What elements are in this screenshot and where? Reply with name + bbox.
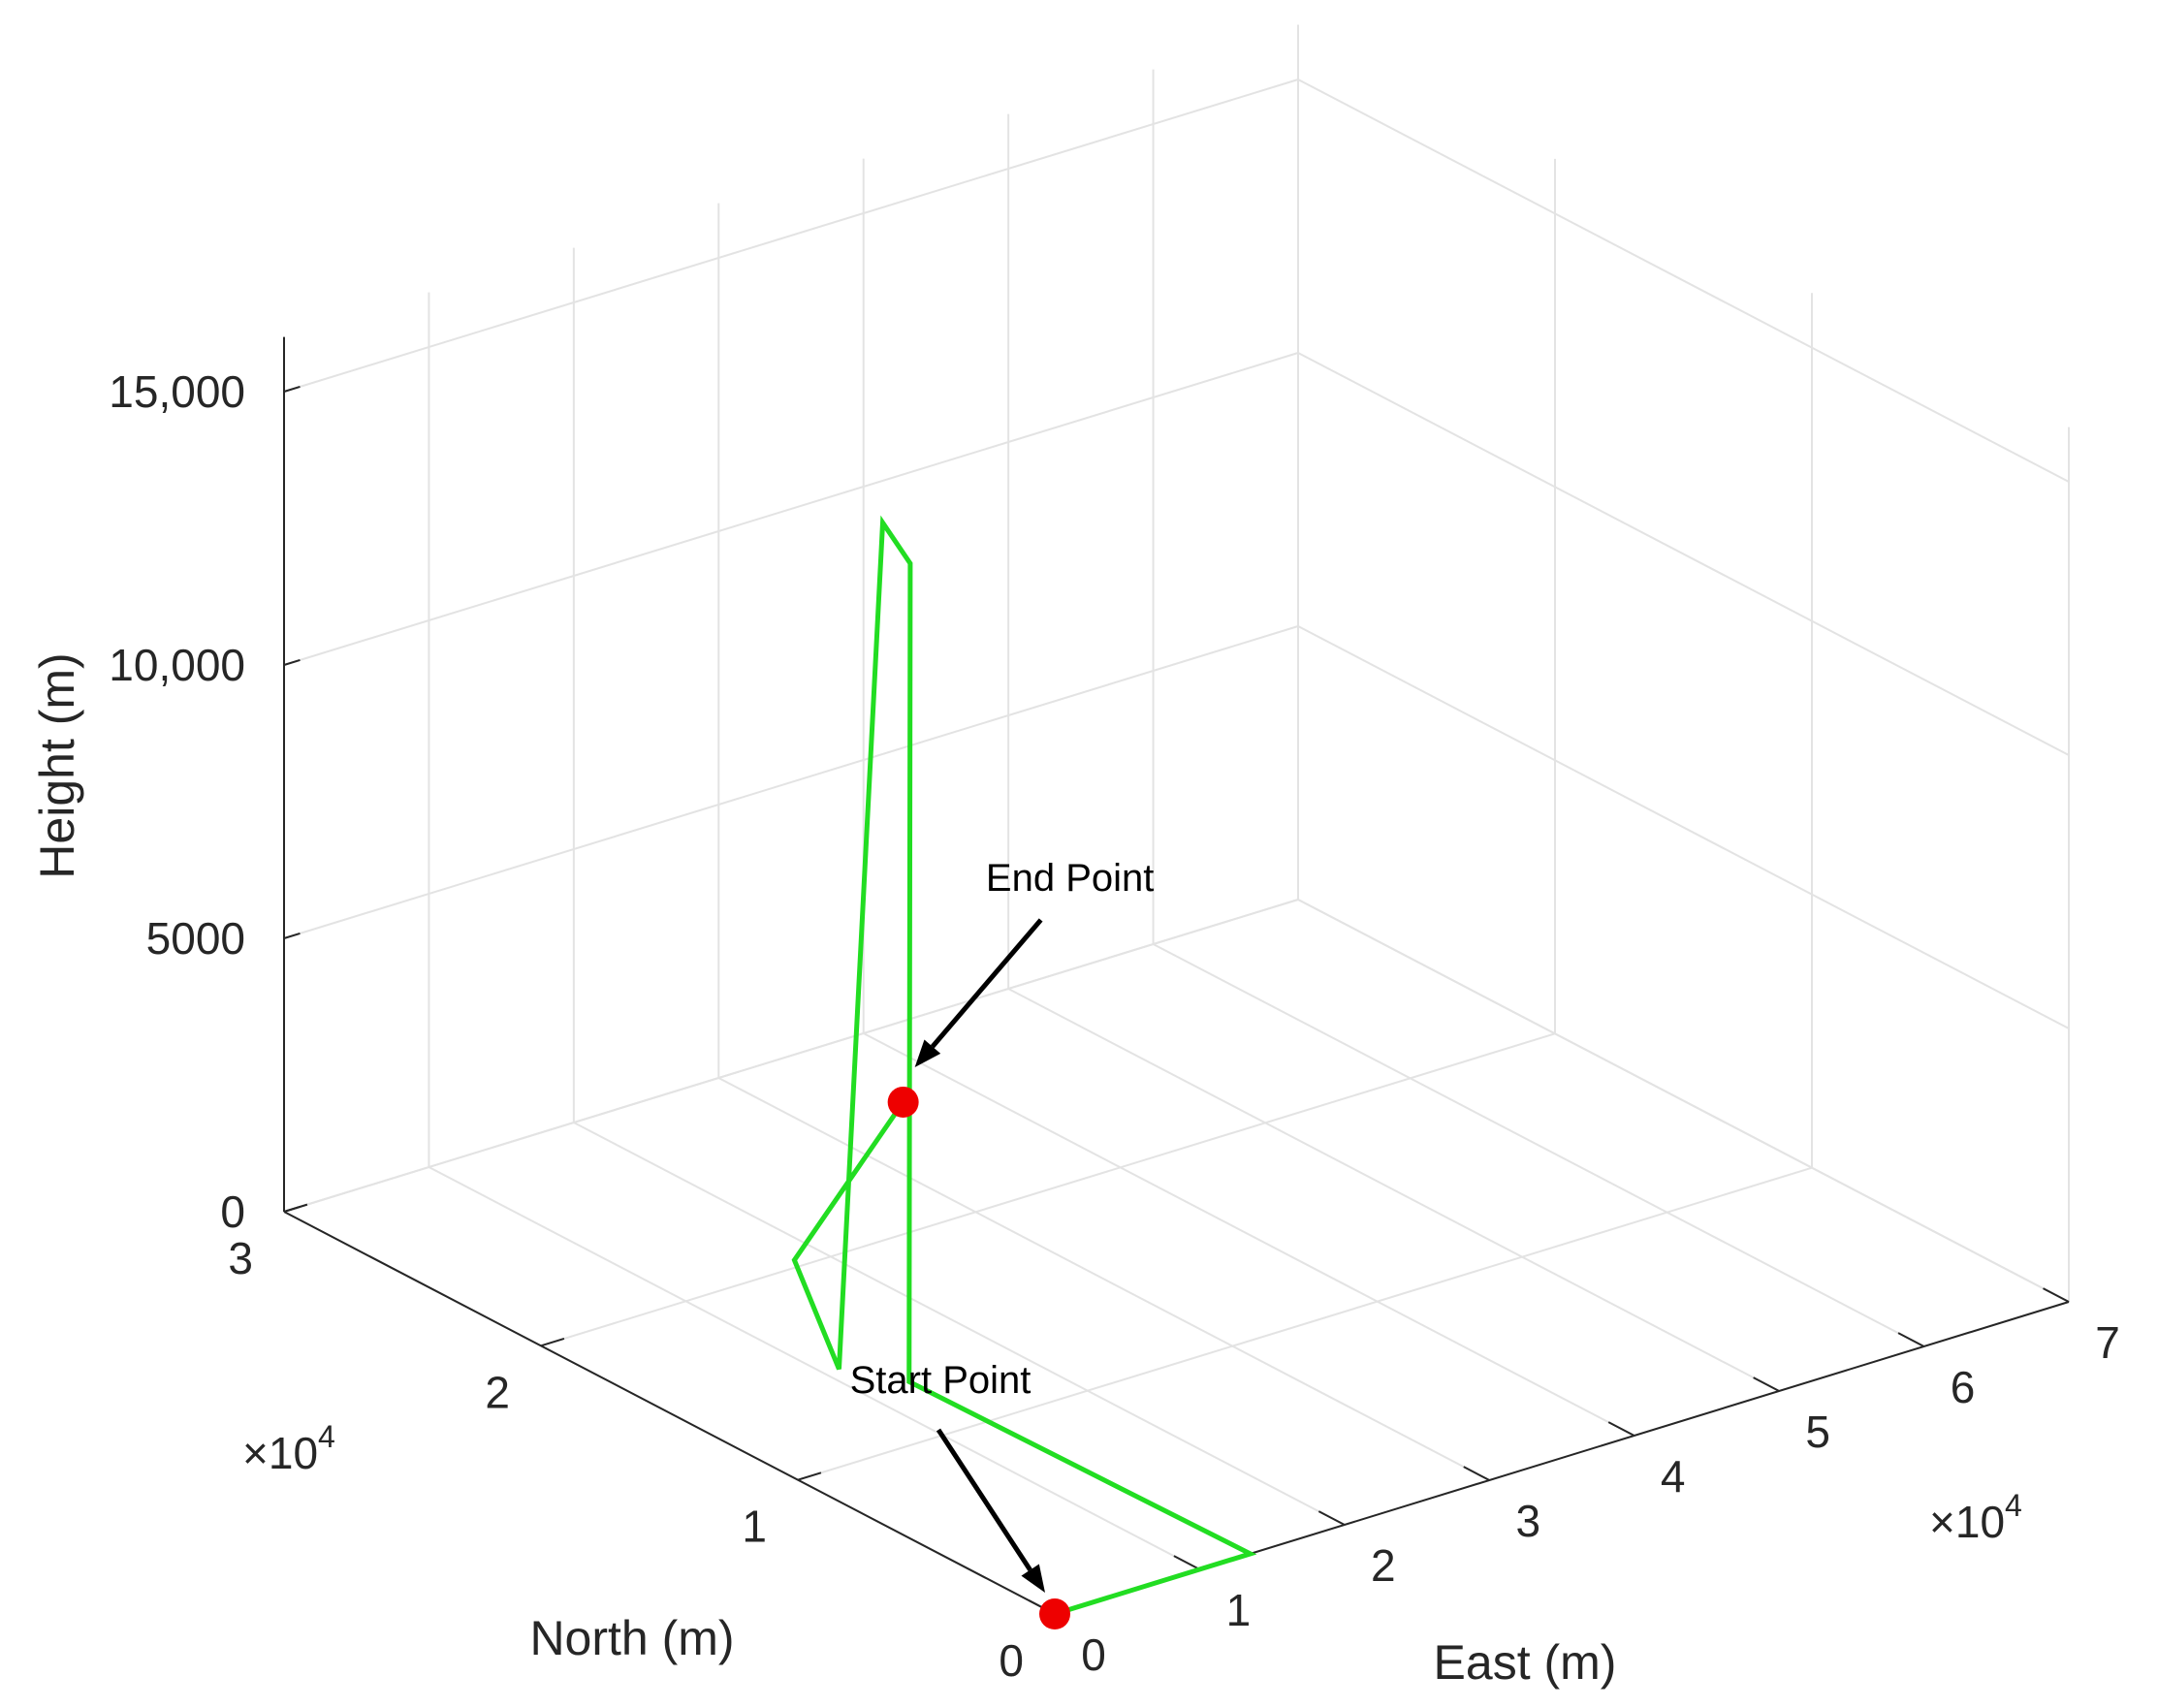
- x-tick-label: 0: [1081, 1629, 1106, 1680]
- x-tick-mark: [1317, 1510, 1346, 1526]
- grid-line-floor-y: [797, 1166, 1813, 1481]
- grid-line-sidewall-z: [1297, 79, 2070, 483]
- y-axis-label: North (m): [529, 1611, 734, 1665]
- x-exponent-base: ×10: [1929, 1497, 2005, 1547]
- x-axis-exponent: ×104: [1929, 1488, 2022, 1547]
- x-tick-mark: [1897, 1332, 1925, 1347]
- grid-line-backwall-z: [283, 352, 1299, 666]
- y-axis-exponent: ×104: [242, 1419, 335, 1478]
- grid-line-floor-x: [1007, 988, 1780, 1392]
- z-tick-mark: [283, 385, 301, 393]
- x-tick-label: 5: [1805, 1407, 1830, 1457]
- y-exponent-base: ×10: [242, 1428, 318, 1478]
- x-tick-mark: [1753, 1376, 1780, 1392]
- y-tick-label: 1: [742, 1502, 767, 1552]
- grid-line-floor-x: [428, 1166, 1200, 1570]
- z-tick-label: 5000: [146, 913, 245, 964]
- end-point-arrow: [914, 918, 1043, 1067]
- x-tick-mark: [2043, 1287, 2070, 1303]
- annotation-arrow-head: [1021, 1564, 1045, 1593]
- end-point-annotation-label: End Point: [986, 857, 1154, 900]
- x-tick-label: 3: [1515, 1496, 1540, 1546]
- x-tick-mark: [1607, 1421, 1635, 1437]
- series-group: [791, 515, 1257, 1617]
- tick-marks: [283, 385, 2070, 1615]
- z-tick-mark: [283, 932, 301, 939]
- grid-line-floor-x: [1153, 943, 1925, 1347]
- z-tick-label: 0: [220, 1186, 245, 1237]
- grid-line-floor-x: [573, 1122, 1346, 1526]
- trajectory-line: [791, 515, 1257, 1617]
- axis-lines: [283, 336, 2070, 1615]
- x-tick-label: 1: [1226, 1585, 1252, 1635]
- annotation-arrow-head: [914, 1039, 941, 1067]
- marker-group: [887, 1086, 1070, 1629]
- grid-line-backwall-z: [283, 899, 1299, 1213]
- grid-line-sidewall-z: [1297, 352, 2070, 756]
- grid-line-backwall-z: [283, 625, 1299, 939]
- grid-line-floor-x: [863, 1032, 1635, 1437]
- grid-line-floor-y: [540, 1032, 1556, 1347]
- grid-lines: [283, 24, 2070, 1615]
- y-axis-line: [283, 1211, 1056, 1615]
- annotation-arrow-shaft: [930, 918, 1043, 1049]
- x-tick-mark: [1463, 1466, 1490, 1481]
- annotation-group: Start Point End Point: [850, 857, 1154, 1593]
- z-tick-mark: [283, 1205, 301, 1213]
- grid-line-sidewall-z: [1297, 899, 2070, 1303]
- start-point-annotation-label: Start Point: [850, 1359, 1031, 1402]
- y-tick-label: 3: [228, 1233, 253, 1283]
- start-point-arrow: [936, 1428, 1045, 1593]
- z-tick-mark: [283, 658, 301, 666]
- y-exponent-power: 4: [318, 1419, 335, 1454]
- y-tick-mark: [540, 1338, 565, 1347]
- x-axis-label: East (m): [1434, 1635, 1617, 1690]
- start-point-marker: [1039, 1598, 1070, 1629]
- x-tick-label: 6: [1951, 1362, 1976, 1412]
- x-tick-label: 4: [1661, 1451, 1686, 1502]
- y-tick-mark: [797, 1471, 822, 1481]
- z-axis-label: Height (m): [30, 652, 84, 878]
- end-point-marker: [887, 1086, 919, 1118]
- x-tick-label: 7: [2095, 1317, 2120, 1368]
- y-tick-label: 2: [485, 1367, 510, 1417]
- grid-line-backwall-z: [283, 79, 1299, 393]
- z-tick-label: 15,000: [109, 366, 245, 417]
- x-exponent-power: 4: [2005, 1488, 2022, 1523]
- x-tick-mark: [1173, 1555, 1200, 1570]
- grid-line-floor-x: [717, 1077, 1490, 1481]
- y-tick-label: 0: [999, 1635, 1024, 1686]
- z-tick-label: 10,000: [109, 640, 245, 690]
- grid-line-sidewall-z: [1297, 625, 2070, 1029]
- annotation-arrow-shaft: [936, 1428, 1032, 1571]
- x-tick-label: 2: [1371, 1540, 1396, 1591]
